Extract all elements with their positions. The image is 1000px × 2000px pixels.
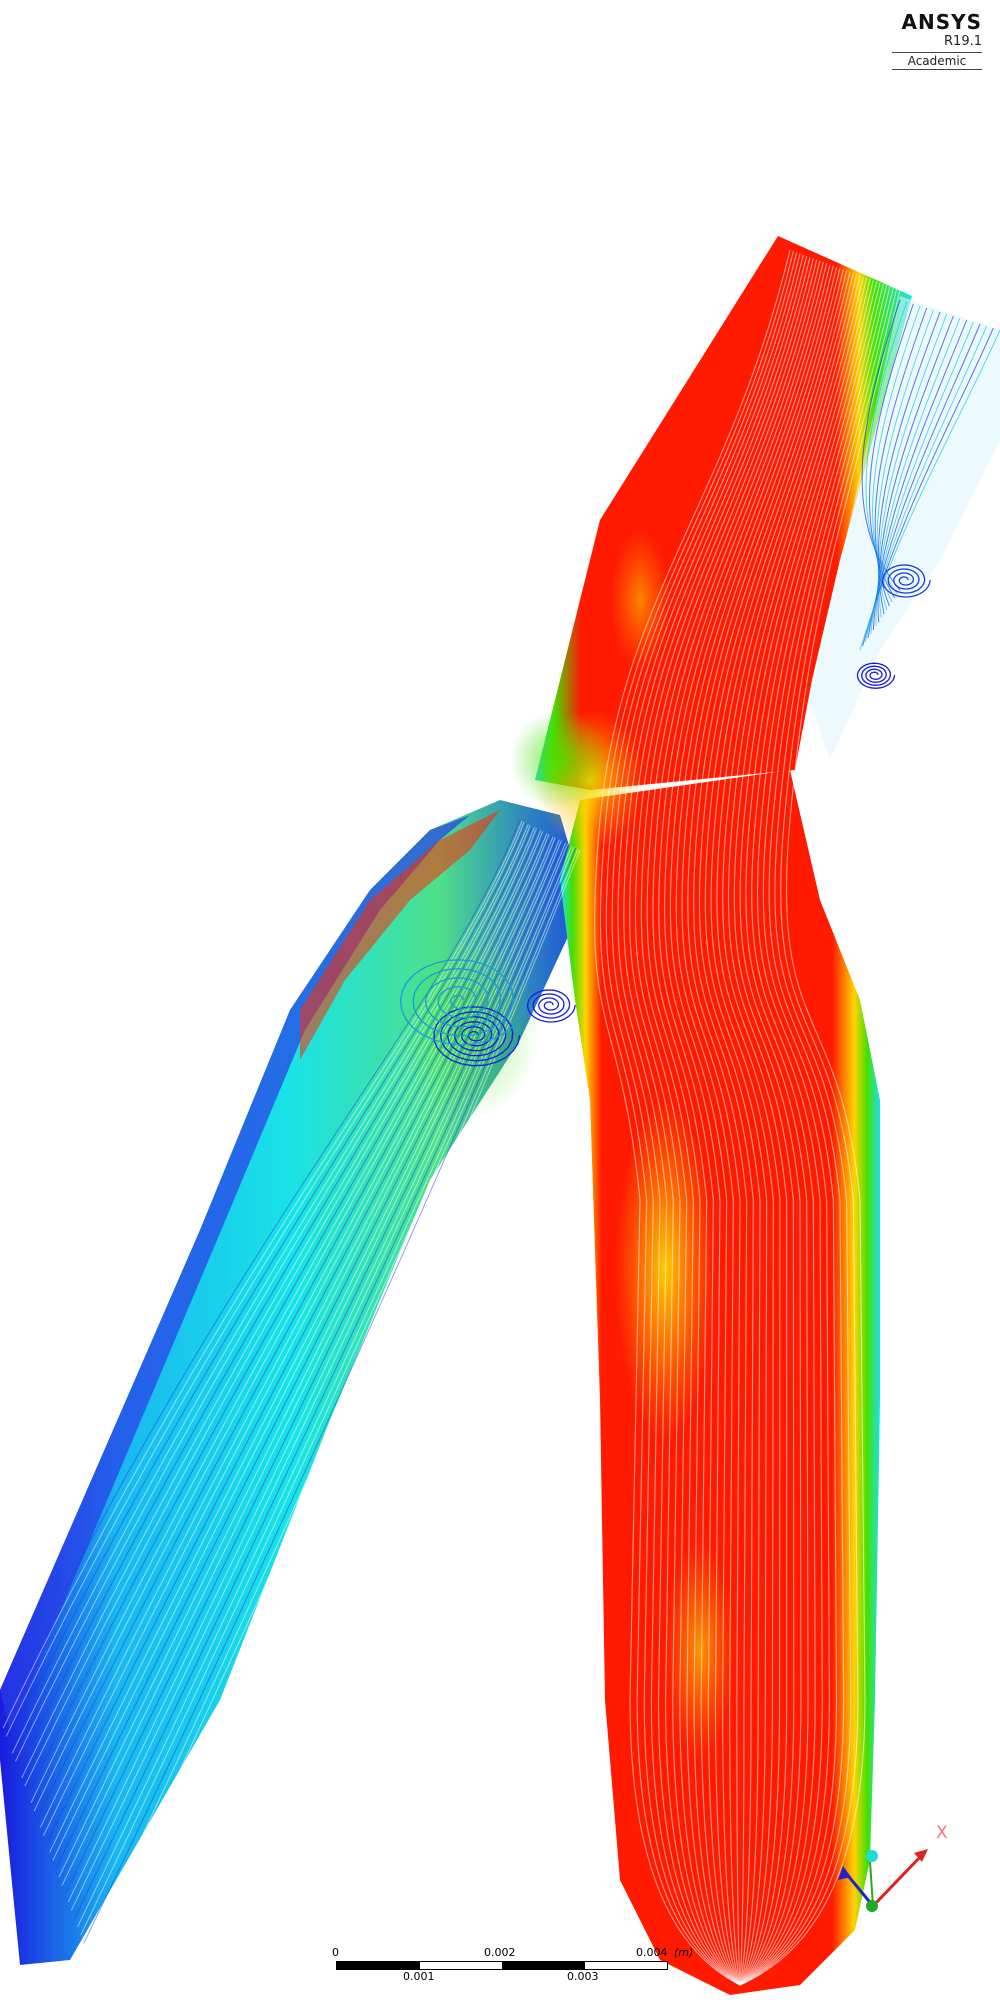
streamline — [64, 841, 564, 1895]
streamline — [722, 276, 864, 1986]
streamline — [86, 848, 579, 1952]
streamlines — [0, 249, 1000, 1986]
main-hot-spot-2 — [665, 1540, 735, 1760]
streamline — [58, 839, 560, 1878]
streamline — [74, 844, 571, 1919]
streamline — [733, 278, 871, 1986]
streamline — [623, 255, 808, 1986]
scale-bar: 0 0.002 0.004 (m) 0.001 0.003 — [330, 1944, 730, 1984]
triad-x-label: X — [936, 1823, 948, 1843]
streamline — [30, 830, 542, 1803]
streamline — [61, 840, 562, 1886]
streamline — [864, 325, 988, 643]
streamline — [52, 837, 556, 1861]
scale-label-0: 0 — [332, 1946, 339, 1959]
logo-name: ANSYS — [901, 10, 982, 34]
streamline — [739, 288, 898, 1986]
streamline — [658, 263, 828, 1986]
streamline — [617, 254, 804, 1986]
streamline — [594, 249, 791, 1986]
streamline — [49, 836, 554, 1853]
streamline — [55, 838, 558, 1870]
scale-bar-graphic — [336, 1961, 668, 1970]
streamline — [739, 286, 891, 1986]
streamline — [739, 281, 878, 1986]
streamline — [8, 822, 527, 1746]
streamline — [652, 261, 824, 1986]
streamline — [89, 849, 581, 1961]
streamline — [46, 835, 552, 1845]
streamline — [15, 824, 531, 1762]
streamline — [5, 821, 525, 1737]
scale-label-0004: 0.004 — [636, 1946, 668, 1959]
streamline — [36, 832, 546, 1820]
streamline — [669, 265, 834, 1986]
scale-unit: (m) — [674, 1946, 694, 1959]
streamline — [24, 828, 538, 1787]
streamline — [67, 842, 566, 1903]
streamline — [605, 252, 798, 1986]
streamline — [664, 264, 831, 1986]
streamline — [675, 266, 838, 1986]
streamline — [687, 269, 844, 1986]
streamline — [704, 272, 854, 1986]
ansys-logo: ANSYS R19.1 Academic — [892, 10, 982, 70]
upper-recirculation-zone — [810, 296, 1000, 760]
streamline — [611, 253, 801, 1986]
streamline — [629, 257, 811, 1986]
vortices — [399, 564, 931, 1067]
streamline — [18, 826, 533, 1770]
logo-version: R19.1 — [944, 34, 982, 49]
logo-edition: Academic — [892, 52, 982, 70]
streamline — [21, 827, 535, 1779]
main-branch — [510, 530, 880, 1995]
streamline — [0, 819, 521, 1721]
vortex-spiral — [856, 662, 896, 689]
streamline — [693, 270, 848, 1986]
streamline — [681, 268, 841, 1986]
vortex-spiral — [433, 1006, 521, 1067]
vortex-spiral — [399, 959, 527, 1046]
streamline — [862, 327, 994, 647]
streamline — [80, 846, 575, 1936]
streamline — [2, 820, 523, 1729]
streamline — [646, 260, 821, 1986]
streamline — [39, 833, 548, 1828]
streamline — [42, 834, 550, 1837]
scale-label-0003: 0.003 — [567, 1970, 599, 1983]
streamline — [739, 283, 884, 1986]
streamline — [861, 299, 901, 591]
streamline — [727, 277, 868, 1986]
streamline — [739, 282, 881, 1986]
streamline — [634, 258, 814, 1986]
streamline — [739, 287, 894, 1986]
streamline — [859, 329, 1000, 651]
junction-green-spot — [510, 710, 610, 810]
streamline — [77, 845, 573, 1928]
streamline — [698, 271, 851, 1986]
streamline — [70, 843, 569, 1911]
streamline — [739, 289, 901, 1986]
axis-triad-icon: X — [838, 1823, 948, 1912]
streamline — [739, 280, 874, 1986]
scale-label-0001: 0.001 — [403, 1970, 435, 1983]
scale-label-0002: 0.002 — [484, 1946, 516, 1959]
streamline — [716, 275, 861, 1986]
streamline — [599, 251, 794, 1986]
streamline — [640, 259, 818, 1986]
streamline — [739, 285, 888, 1986]
streamline — [11, 823, 529, 1754]
left-branch-hot-edge — [300, 810, 500, 1060]
streamline — [83, 847, 577, 1944]
vortex-spiral — [526, 989, 576, 1023]
vortex-spiral — [881, 564, 931, 598]
streamline — [27, 829, 540, 1795]
upper-hot-spot — [610, 530, 670, 670]
streamline — [33, 831, 544, 1812]
streamline — [710, 274, 858, 1986]
main-branch-body — [560, 770, 880, 1995]
